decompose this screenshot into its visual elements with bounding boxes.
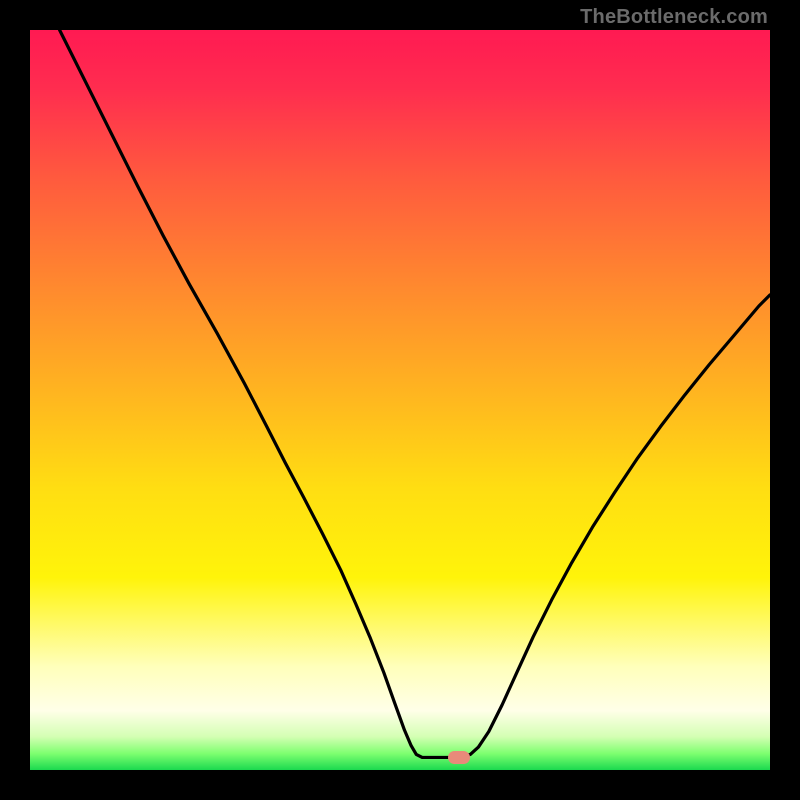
watermark-text: TheBottleneck.com — [580, 6, 768, 29]
bottleneck-curve — [30, 30, 770, 770]
curve-path — [60, 30, 770, 757]
chart-frame: TheBottleneck.com — [0, 0, 800, 800]
minimum-marker — [448, 751, 470, 764]
